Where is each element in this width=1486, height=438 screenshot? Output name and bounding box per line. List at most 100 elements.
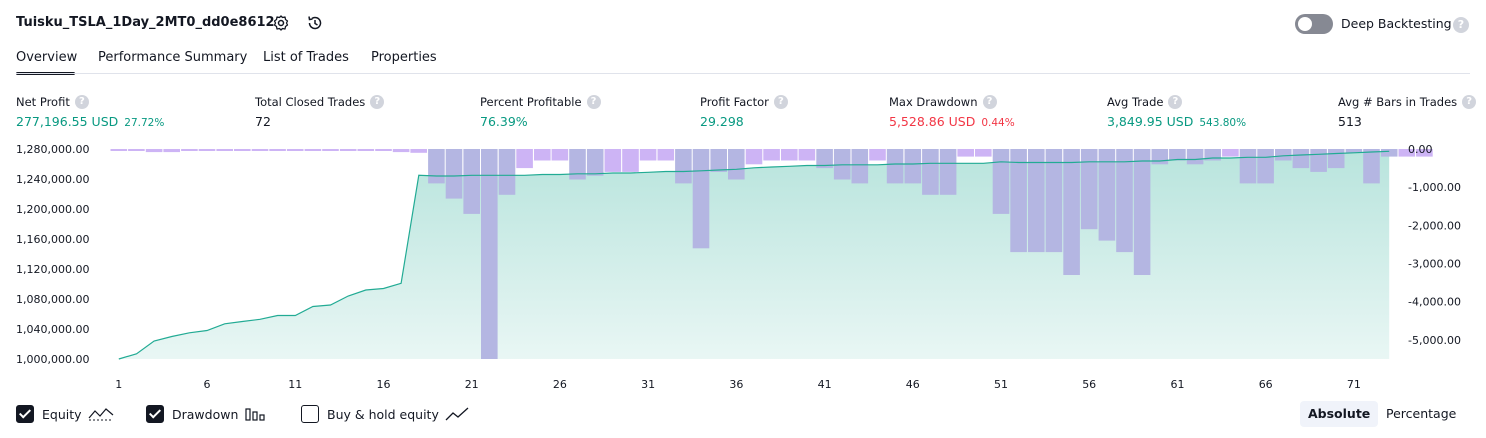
- buy-hold-line-icon: [445, 407, 469, 421]
- drawdown-bar: [586, 149, 604, 176]
- x-axis-tick-label: 41: [818, 378, 832, 391]
- refresh-clock-icon[interactable]: [306, 14, 324, 32]
- metric-value: 5,528.86 USD: [889, 114, 976, 129]
- drawdown-bar: [1010, 149, 1027, 253]
- metric-max-drawdown: Max Drawdown? 5,528.86 USD 0.44%: [889, 94, 1015, 130]
- help-icon[interactable]: ?: [370, 95, 385, 109]
- drawdown-bar: [1204, 149, 1221, 161]
- help-icon[interactable]: ?: [1453, 17, 1469, 33]
- drawdown-bar: [604, 149, 622, 172]
- drawdown-bar: [339, 149, 357, 151]
- x-axis-tick-label: 6: [204, 378, 211, 391]
- drawdown-bar: [869, 149, 886, 161]
- drawdown-checkbox[interactable]: [146, 405, 164, 423]
- tab-performance-summary[interactable]: Performance Summary: [98, 50, 248, 65]
- drawdown-bar: [1098, 149, 1116, 241]
- legend-equity[interactable]: Equity: [16, 403, 114, 425]
- legend-buy-hold-label: Buy & hold equity: [327, 406, 439, 422]
- drawdown-bar: [1151, 149, 1169, 165]
- drawdown-bar: [622, 149, 639, 172]
- help-icon[interactable]: ?: [74, 95, 89, 109]
- drawdown-bar: [251, 149, 269, 151]
- left-axis-tick-label: 1,160,000.00: [16, 233, 89, 246]
- equity-checkbox[interactable]: [16, 405, 34, 423]
- x-axis-tick-label: 11: [288, 378, 302, 391]
- left-axis-tick-label: 1,240,000.00: [16, 173, 89, 186]
- drawdown-bar: [1275, 149, 1292, 161]
- metric-value: 277,196.55 USD: [16, 114, 119, 129]
- buy-hold-checkbox[interactable]: [301, 405, 319, 423]
- drawdown-bar: [975, 149, 992, 157]
- right-axis-tick-label: -2,000.00: [1408, 219, 1461, 232]
- right-axis-tick-label: -1,000.00: [1408, 181, 1461, 194]
- help-icon[interactable]: ?: [1168, 95, 1183, 109]
- drawdown-bar: [1133, 149, 1151, 275]
- metric-avg-bars: Avg # Bars in Trades? 513: [1338, 94, 1477, 130]
- x-axis-tick-label: 16: [377, 378, 391, 391]
- absolute-mode-button[interactable]: Absolute: [1300, 401, 1379, 427]
- drawdown-bar: [198, 149, 216, 151]
- legend-buy-hold[interactable]: Buy & hold equity: [301, 403, 469, 425]
- drawdown-bar: [181, 149, 198, 151]
- deep-backtesting-label: Deep Backtesting: [1341, 16, 1452, 31]
- equity-line: [118, 150, 1390, 360]
- x-axis-tick-label: 31: [641, 378, 655, 391]
- drawdown-bar: [1063, 149, 1080, 275]
- left-axis-tick-label: 1,080,000.00: [16, 293, 89, 306]
- x-axis-tick-label: 21: [465, 378, 479, 391]
- drawdown-bar: [639, 149, 657, 161]
- x-axis-tick-label: 26: [553, 378, 567, 391]
- help-icon[interactable]: ?: [982, 95, 997, 109]
- deep-backtesting-toggle[interactable]: [1295, 14, 1333, 34]
- legend-equity-label: Equity: [42, 406, 82, 422]
- legend-drawdown-label: Drawdown: [172, 406, 239, 422]
- tab-overview[interactable]: Overview: [16, 50, 78, 65]
- tab-properties[interactable]: Properties: [371, 50, 437, 65]
- gear-icon[interactable]: [272, 14, 290, 32]
- tab-list-of-trades[interactable]: List of Trades: [263, 50, 349, 65]
- toggle-knob: [1298, 17, 1312, 31]
- metric-label: Profit Factor: [700, 95, 769, 109]
- drawdown-bar: [728, 149, 745, 180]
- drawdown-bar: [692, 149, 710, 249]
- x-axis-tick-label: 46: [906, 378, 920, 391]
- drawdown-bar: [886, 149, 904, 184]
- drawdown-bar: [498, 149, 516, 195]
- x-axis-tick-label: 71: [1347, 378, 1361, 391]
- x-axis-tick-label: 66: [1259, 378, 1273, 391]
- report-header: Tuisku_TSLA_1Day_2MT0_dd0e8612 Deep Back…: [0, 0, 1486, 46]
- legend-drawdown[interactable]: Drawdown: [146, 403, 266, 425]
- drawdown-bar: [1257, 149, 1274, 184]
- drawdown-bar: [992, 149, 1010, 214]
- drawdown-bar: [1363, 149, 1380, 184]
- metric-avg-trade: Avg Trade? 3,849.95 USD 543.80%: [1107, 94, 1246, 130]
- metric-label: Avg # Bars in Trades: [1338, 95, 1458, 109]
- metric-label: Avg Trade: [1107, 95, 1164, 109]
- metric-value: 29.298: [700, 114, 744, 129]
- drawdown-bar: [551, 149, 569, 161]
- left-axis-tick-label: 1,280,000.00: [16, 143, 89, 156]
- drawdown-bar: [445, 149, 463, 199]
- metric-percent: 27.72%: [124, 117, 165, 129]
- drawdown-bar: [851, 149, 869, 184]
- right-axis-tick-label: 0.00: [1408, 143, 1433, 156]
- drawdown-bar: [269, 149, 286, 151]
- percentage-mode-button[interactable]: Percentage: [1386, 406, 1457, 421]
- drawdown-bar: [781, 149, 798, 161]
- help-icon[interactable]: ?: [773, 95, 788, 109]
- drawdown-bar: [234, 149, 251, 151]
- drawdown-bar: [1045, 149, 1063, 253]
- drawdown-bar: [922, 149, 939, 195]
- drawdown-bar: [569, 149, 586, 180]
- help-icon[interactable]: ?: [1462, 95, 1477, 109]
- equity-drawdown-chart[interactable]: 1,000,000.00 1,040,000.00 1,080,000.00 1,12…: [0, 135, 1486, 397]
- metric-label: Percent Profitable: [480, 95, 582, 109]
- x-axis-tick-label: 51: [994, 378, 1008, 391]
- drawdown-bar: [798, 149, 816, 161]
- metric-value: 76.39%: [480, 114, 528, 129]
- help-icon[interactable]: ?: [586, 95, 601, 109]
- left-axis-tick-label: 1,200,000.00: [16, 203, 89, 216]
- metric-value: 72: [255, 114, 271, 129]
- drawdown-bar: [216, 149, 233, 151]
- drawdown-bar: [939, 149, 957, 195]
